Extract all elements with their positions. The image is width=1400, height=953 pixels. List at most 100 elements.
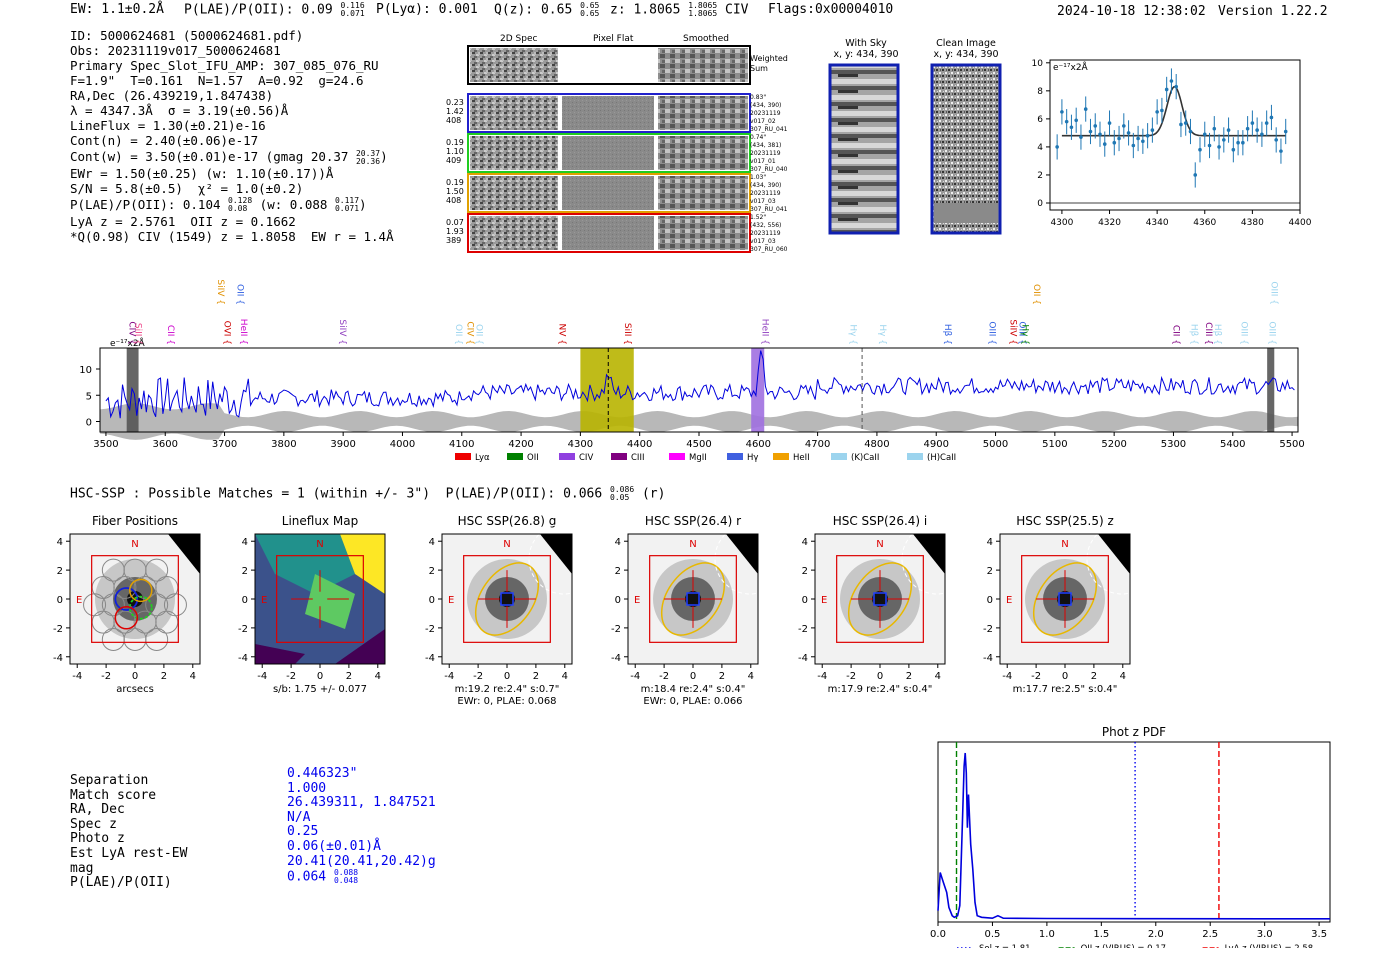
info-contw: Cont(w) = 3.50(±0.01)e-17 (gmag 20.37 20…	[70, 148, 388, 166]
neighbor-star	[540, 534, 572, 574]
photz-xtick-label: 0.5	[984, 929, 1000, 940]
aperture-ellipse	[660, 562, 726, 636]
zoom-data-point	[1098, 132, 1102, 137]
spec-line-label: HeII {	[238, 319, 248, 345]
info-lambda: λ = 4347.3Å σ = 3.19(±0.56)Å	[70, 103, 289, 118]
zoom-xtick-label: 4320	[1098, 218, 1121, 228]
panel-xtick-label: 2	[1091, 671, 1097, 682]
zoom-data-point	[1226, 128, 1231, 132]
cutout-row-3	[467, 173, 751, 213]
header-ew: EW: 1.1±0.2Å	[70, 2, 164, 17]
weighted-label: Weighted Sum	[750, 54, 788, 73]
spec-unit-label: e⁻¹⁷x2Å	[110, 337, 146, 349]
cutouts-svg	[467, 45, 751, 253]
neighbor-ellipse	[1086, 523, 1158, 595]
spec-highlight	[751, 348, 765, 432]
zoom-data-point	[1250, 121, 1255, 125]
target-box	[873, 592, 887, 606]
panel-caption: m:17.9 re:2.4" s:0.4"	[828, 684, 933, 695]
info-lyaz: LyA z = 2.5761 OII z = 0.1662	[70, 213, 296, 229]
hsc-title-tail: (r)	[641, 486, 666, 502]
spec-legend-swatch	[559, 453, 575, 460]
panel-xtick-label: -4	[257, 671, 267, 682]
header-flags: Flags:0x00004010	[768, 2, 894, 17]
zoom-data-point	[1188, 129, 1193, 134]
zoom-data-point	[1093, 124, 1098, 128]
panel-ytick-label: -2	[53, 624, 63, 635]
spec-legend-label: Lyα	[475, 453, 490, 463]
header-z-hi: 1.8065	[688, 1, 718, 10]
match-value-lya-ew: 0.06(±0.01)Å	[287, 838, 381, 854]
match-value-plae: 0.064 0.088 0.048	[287, 868, 359, 886]
galaxy-nucleus	[685, 591, 701, 607]
clean-image-title: Clean Image x, y: 434, 390	[933, 38, 999, 60]
zoom-data-point	[1060, 110, 1064, 114]
zoom-data-point	[1055, 145, 1059, 149]
zoom-ytick-label: 10	[1032, 59, 1044, 69]
row4-right: 1.52" (432, 556) 20231119 v017_03 307_RU_060	[750, 214, 788, 253]
spec-line-label: SiII {	[133, 323, 143, 345]
neighbor-ellipse	[901, 523, 973, 595]
spec-line-label: SiIV {	[1007, 319, 1017, 345]
panel-ytick-label: 4	[242, 537, 248, 548]
photz-xtick-label: 3.5	[1311, 929, 1327, 940]
photz-xtick-label: 3.0	[1257, 929, 1273, 940]
zoom-data-point	[1207, 143, 1212, 148]
panel-ytick-label: 2	[615, 566, 621, 577]
panel-xtick-label: -2	[846, 671, 856, 682]
photz-xtick-label: 0.0	[930, 929, 946, 940]
zoom-ytick-label: 8	[1037, 87, 1043, 97]
hsc-panel-title: HSC SSP(26.4) r	[645, 514, 741, 528]
zoom-data-point	[1164, 87, 1169, 92]
zoom-data-point	[1174, 84, 1178, 89]
fiber-red	[114, 606, 139, 630]
zoom-data-point	[1079, 135, 1083, 139]
match-label-separation: Separation	[70, 773, 149, 788]
zoom-data-point	[1083, 107, 1088, 111]
match-label-plae: P(LAE)/P(OII)	[70, 875, 172, 891]
target-box	[1058, 592, 1072, 606]
spec-legend-label: HeII	[793, 453, 810, 463]
panel-ytick-label: 2	[242, 566, 248, 577]
lineflux-purple	[255, 644, 305, 664]
photz-xtick-label: 1.0	[1039, 929, 1055, 940]
zoom-data-point	[1088, 129, 1093, 134]
zoom-ytick-label: 2	[1037, 171, 1043, 181]
panel-ytick-label: 2	[987, 566, 993, 577]
compass-east: E	[634, 595, 640, 606]
zoom-data-point	[1155, 110, 1159, 114]
match-table: Separation Match score RA, Dec Spec z Ph…	[70, 773, 187, 891]
row3-right: 1.03" (434, 390) 20231119 v017_03 307_RU_041	[750, 174, 788, 213]
neighbor-ellipse	[528, 523, 600, 595]
spec-line-label: CII {	[165, 325, 175, 345]
zoom-data-point	[1145, 133, 1150, 138]
header-z: z: 1.8065 1.8065 1.8065 CIV	[610, 1, 749, 18]
photz-xtick-label: 2.0	[1148, 929, 1164, 940]
panel-xtick-label: -2	[286, 671, 296, 682]
aperture-square	[836, 555, 924, 643]
aperture-square	[276, 555, 364, 643]
panel-ytick-label: 4	[615, 537, 621, 548]
spec-xtick-label: 5200	[1101, 439, 1126, 450]
row4-left: 0.07 1.93 389	[446, 218, 464, 245]
panel-xtick-label: 0	[132, 671, 138, 682]
spec-xtick-label: 3800	[271, 439, 296, 450]
spec-line-label: Hγ {	[847, 324, 857, 345]
spec-ytick-label: 0	[86, 418, 92, 429]
panel-ytick-label: -2	[798, 624, 808, 635]
spec-legend-label: (K)CaII	[851, 453, 879, 463]
header-datetime: 2024-10-18 12:38:02	[1057, 4, 1206, 19]
zoom-data-point	[1169, 79, 1174, 83]
spec-line-label: CIV {	[127, 321, 137, 345]
header-plae-hi: 0.116	[340, 1, 365, 10]
info-ewr: EWr = 1.50(±0.25) (w: 1.10(±0.17))Å	[70, 165, 334, 181]
match-label-radec: RA, Dec	[70, 802, 125, 818]
spec-line-label: OIII {	[1239, 321, 1249, 345]
fiber-circle	[145, 593, 169, 617]
target-box	[500, 592, 514, 606]
hsc-panel-1: Fiber Positions N E -4 -4 -2 -2 0 0 2 2 4 4 arcsecs	[53, 514, 201, 695]
photz-pdf-line	[937, 752, 1330, 920]
fiber-circle	[113, 575, 137, 599]
